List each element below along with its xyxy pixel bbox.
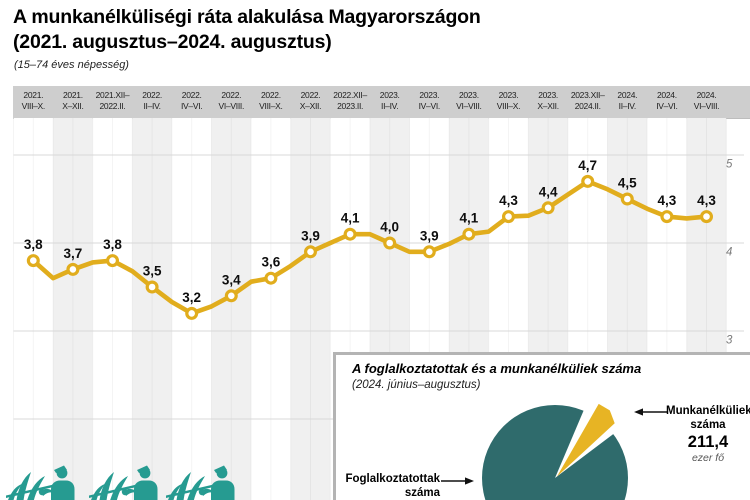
harvest-worker-pictogram-row — [6, 465, 235, 500]
column-stripe — [132, 118, 172, 500]
x-axis-label: 2024. II–IV. — [617, 90, 638, 111]
data-point-marker — [383, 236, 397, 250]
y-tick-label: 4 — [726, 247, 732, 259]
unemployed-label-line1: Munkanélküliek — [666, 405, 750, 417]
data-point-label: 4,0 — [380, 220, 399, 235]
data-point-label: 4,7 — [578, 158, 597, 173]
x-axis-label: 2021. VIII–X. — [21, 90, 46, 111]
data-point-marker — [660, 210, 674, 224]
data-point-label: 3,6 — [262, 255, 281, 270]
x-axis-label: 2022. VIII–X. — [259, 90, 283, 111]
x-axis-label: 2023. IV–VI. — [418, 90, 441, 111]
inset-title: A foglalkoztatottak és a munkanélküliek … — [352, 361, 642, 376]
x-axis-label: 2024. VI–VIII. — [693, 90, 720, 111]
data-point-label: 4,5 — [618, 176, 637, 191]
title-line-1: A munkanélküliségi ráta alakulása Magyar… — [13, 6, 481, 28]
unemployment-rate-line — [30, 179, 709, 316]
data-point-marker — [26, 254, 40, 268]
harvest-worker-pictogram — [6, 465, 75, 500]
employed-arrow-head — [465, 477, 474, 485]
data-point-marker — [620, 192, 634, 206]
unemployed-count-unit: ezer fő — [691, 452, 725, 464]
data-point-label: 3,2 — [182, 290, 201, 305]
unemployed-label-line2: száma — [690, 419, 726, 431]
x-axis-label: 2022. II–IV. — [142, 90, 162, 111]
data-point-marker — [462, 227, 476, 241]
data-point-marker — [502, 210, 516, 224]
employed-label-line2: száma — [404, 487, 440, 499]
column-stripe — [290, 118, 331, 500]
column-stripe — [13, 118, 54, 500]
column-stripe — [92, 118, 133, 500]
x-axis-label: 2021. X–XII. — [62, 90, 84, 111]
data-point-label: 4,1 — [460, 211, 479, 226]
data-point-label: 3,8 — [24, 237, 43, 252]
x-axis-label: 2022.XII– 2023.II. — [333, 90, 367, 111]
employment-pie-chart — [441, 381, 668, 500]
data-point-label: 4,3 — [697, 193, 716, 208]
data-point-label: 4,1 — [341, 211, 360, 226]
column-stripe — [211, 118, 252, 500]
data-point-label: 3,8 — [103, 237, 122, 252]
x-axis-label: 2022. IV–VI. — [181, 90, 203, 111]
data-point-label: 3,9 — [301, 228, 320, 243]
data-point-label: 4,4 — [539, 184, 558, 199]
unemployed-label: Munkanélküliek száma 211,4 ezer fő — [666, 404, 750, 465]
harvest-worker-pictogram — [89, 465, 158, 500]
data-point-marker — [145, 280, 159, 294]
employed-label: Foglalkoztatottak száma — [336, 472, 440, 500]
x-axis-label: 2023. X–XII. — [537, 90, 559, 111]
data-point-marker — [343, 227, 357, 241]
column-stripe — [53, 118, 93, 500]
x-axis-label: 2022. X–XII. — [299, 90, 322, 111]
data-point-marker — [304, 245, 318, 259]
data-point-label: 4,3 — [658, 193, 677, 208]
y-tick-label: 3 — [726, 335, 733, 347]
column-stripe — [251, 118, 291, 500]
x-axis-label: 2023. VIII–X. — [496, 90, 521, 111]
title-line-2: (2021. augusztus–2024. augusztus) — [13, 31, 332, 53]
data-point-marker — [66, 262, 80, 276]
x-axis-label: 2023.XII– 2024.II. — [570, 90, 605, 111]
employed-label-line1: Foglalkoztatottak — [345, 473, 440, 485]
inset-subtitle: (2024. június–augusztus) — [352, 379, 481, 391]
x-axis-label: 2023. VI–VIII. — [456, 90, 482, 111]
unemployed-count: 211,4 — [687, 433, 729, 451]
data-point-marker — [264, 271, 278, 285]
data-point-marker — [581, 174, 595, 188]
y-tick-label: 5 — [726, 159, 733, 171]
x-axis-label: 2023. II–IV. — [379, 90, 400, 111]
harvest-worker-pictogram — [166, 465, 235, 500]
data-point-label: 4,3 — [499, 193, 518, 208]
data-point-label: 3,7 — [64, 246, 83, 261]
x-axis-label: 2024. IV–VI. — [656, 90, 678, 111]
x-axis-label: 2021.XII– 2022.II. — [95, 90, 130, 111]
callout-arrows — [441, 408, 668, 485]
employment-inset-panel: A foglalkoztatottak és a munkanélküliek … — [333, 352, 750, 500]
data-point-label: 3,4 — [222, 272, 241, 287]
data-point-marker — [105, 254, 119, 268]
population-note: (15–74 éves népesség) — [14, 59, 129, 71]
data-point-marker — [422, 245, 436, 259]
page-title: A munkanélküliségi ráta alakulása Magyar… — [13, 5, 481, 55]
data-point-marker — [224, 289, 238, 303]
x-axis-label: 2022. VI–VIII. — [218, 90, 245, 111]
data-point-marker — [185, 306, 199, 320]
data-point-label: 3,5 — [143, 264, 162, 279]
data-point-marker — [541, 201, 555, 215]
data-point-label: 3,9 — [420, 228, 439, 243]
data-point-marker — [699, 210, 713, 224]
unemployed-arrow-head — [634, 408, 643, 416]
unemployed-pie-slice — [557, 403, 615, 477]
